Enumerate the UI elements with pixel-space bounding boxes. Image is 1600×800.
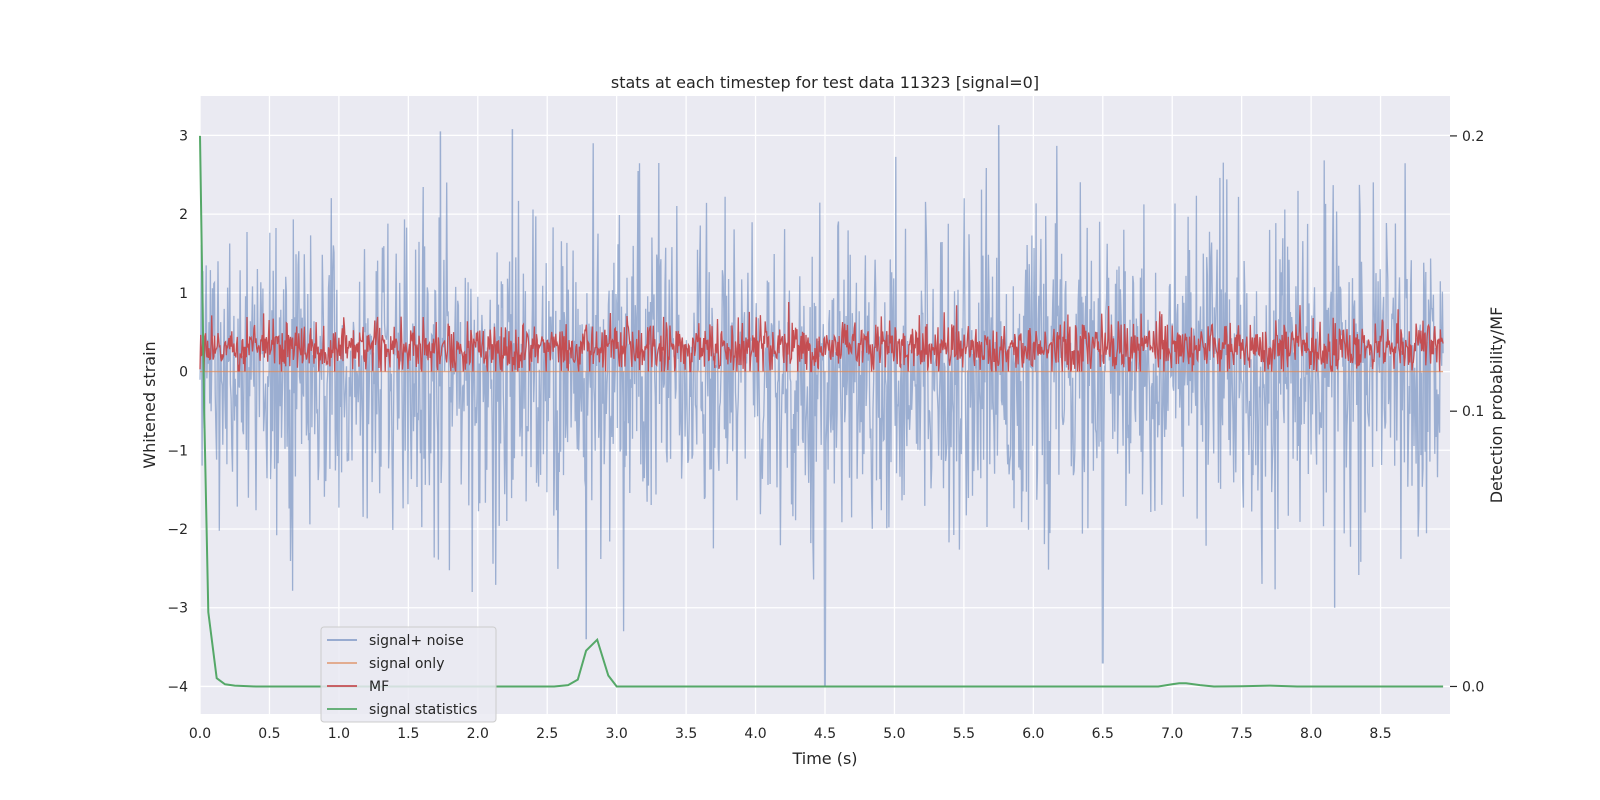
y-tick-label: 1 — [179, 286, 188, 302]
x-tick-label: 8.0 — [1300, 726, 1322, 742]
y-tick-label: 0 — [179, 365, 188, 381]
y-tick-label: −3 — [167, 601, 188, 617]
x-tick-label: 6.0 — [1022, 726, 1044, 742]
x-tick-label: 6.5 — [1092, 726, 1114, 742]
ticks: 0.0 0.5 1.0 1.5 2.0 2.5 3.0 3.5 4.0 4.5 5.0 5.5 6.0 6… — [167, 128, 1484, 742]
x-tick-label: 3.5 — [675, 726, 697, 742]
mf-line — [199, 301, 1444, 373]
x-tick-label: 7.5 — [1231, 726, 1253, 742]
x-tick-label: 2.5 — [536, 726, 558, 742]
x-tick-label: 4.5 — [814, 726, 836, 742]
x-tick-label: 1.5 — [397, 726, 419, 742]
x-tick-label: 8.5 — [1369, 726, 1391, 742]
y-tick-label: 3 — [179, 128, 188, 144]
x-tick-label: 0.5 — [258, 726, 280, 742]
y2-tick-label: 0.0 — [1462, 679, 1484, 695]
y-tick-label: −2 — [167, 522, 188, 538]
legend-box — [320, 626, 497, 723]
y-tick-label: 2 — [179, 207, 188, 223]
legend-label-signal-noise: signal+ noise — [369, 633, 464, 649]
y-tick-label: −4 — [167, 679, 188, 695]
signal-noise-line — [199, 125, 1444, 688]
legend-label-signal-only: signal only — [369, 656, 444, 672]
y-tick-label: −1 — [167, 443, 188, 459]
x-tick-label: 1.0 — [328, 726, 350, 742]
x-tick-label: 0.0 — [189, 726, 211, 742]
series-mf — [199, 301, 1444, 373]
x-tick-label: 4.0 — [744, 726, 766, 742]
series-signal-statistics — [199, 135, 1444, 688]
x-tick-label: 5.0 — [883, 726, 905, 742]
series-signal-noise — [199, 125, 1444, 688]
x-axis-label: Time (s) — [791, 749, 857, 768]
chart-title: stats at each timestep for test data 113… — [611, 73, 1039, 92]
x-tick-label: 7.0 — [1161, 726, 1183, 742]
y2-tick-label: 0.1 — [1462, 404, 1484, 420]
y2-axis-label: Detection probability/MF — [1487, 307, 1506, 504]
signal-statistics-line — [199, 135, 1444, 688]
legend-label-signal-statistics: signal statistics — [369, 702, 477, 718]
y2-tick-label: 0.2 — [1462, 129, 1484, 145]
x-tick-label: 3.0 — [606, 726, 628, 742]
x-tick-label: 2.0 — [467, 726, 489, 742]
x-tick-label: 5.5 — [953, 726, 975, 742]
legend-label-mf: MF — [369, 679, 389, 695]
y-axis-label: Whitened strain — [140, 341, 159, 468]
legend: signal+ noise signal only MF signal stat… — [320, 626, 497, 723]
